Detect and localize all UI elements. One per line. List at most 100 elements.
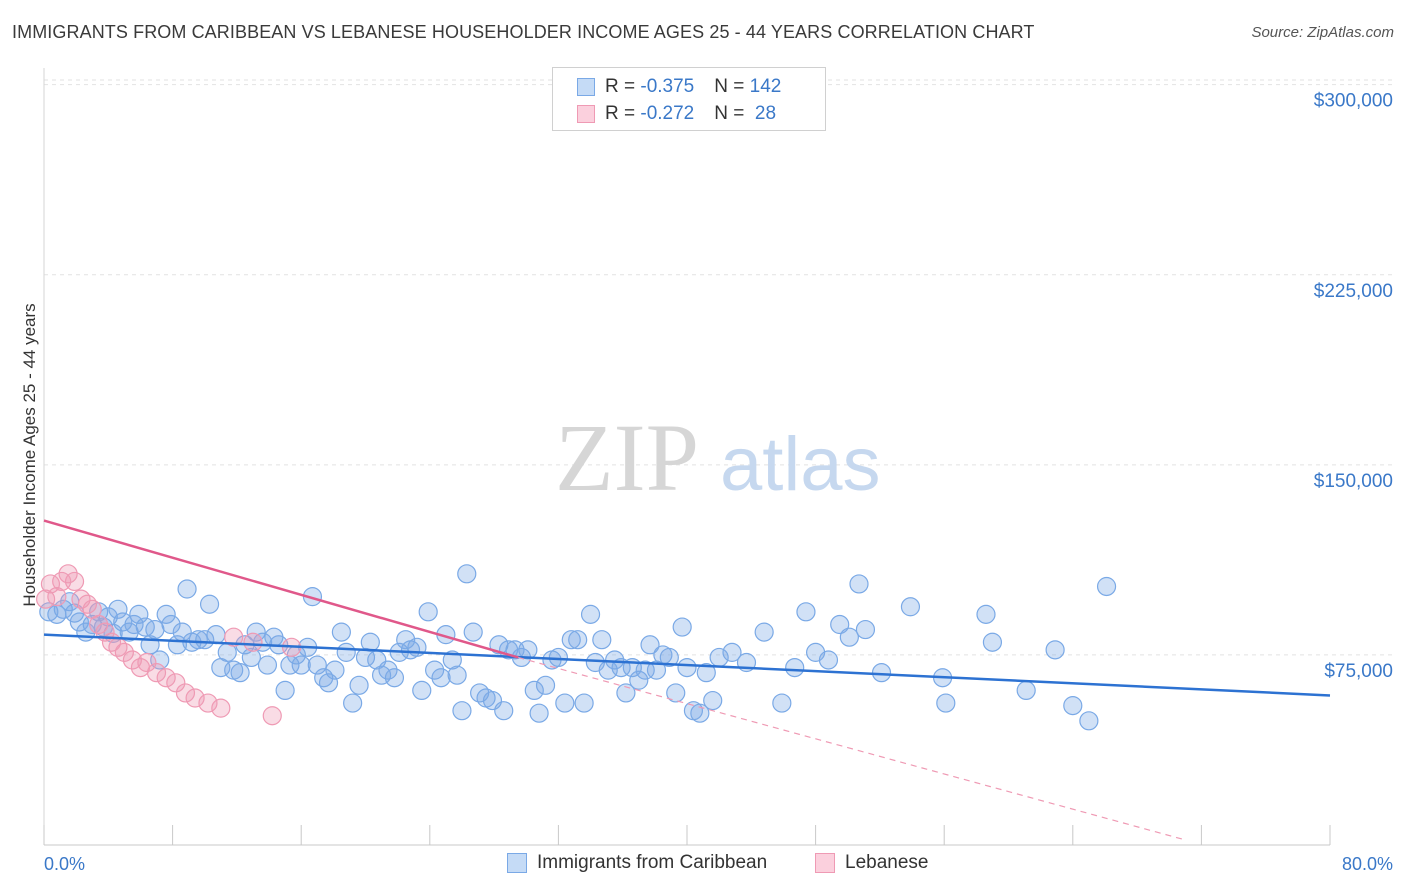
lebanese-swatch (815, 853, 835, 873)
lebanese-point (146, 663, 167, 683)
caribbean-point (535, 675, 556, 695)
caribbean-point (796, 602, 816, 622)
caribbean-point (129, 604, 149, 624)
caribbean-point (257, 655, 278, 675)
lebanese-point (137, 652, 157, 673)
caribbean-point (108, 599, 128, 619)
caribbean-point (418, 602, 438, 622)
caribbean-point (568, 630, 588, 650)
legend-row-caribbean: R = -0.375 N = 142 (577, 74, 781, 100)
caribbean-point (580, 604, 601, 624)
caribbean-point (871, 663, 892, 683)
lebanese-point (47, 587, 67, 607)
caribbean-point (849, 574, 869, 594)
caribbean-point (384, 668, 405, 688)
lebanese-point (211, 698, 231, 718)
caribbean-point (396, 630, 416, 650)
lebanese-point (185, 688, 205, 708)
source-label: Source: ZipAtlas.com (1251, 24, 1394, 41)
caribbean-point (672, 617, 692, 637)
caribbean-point (982, 632, 1003, 652)
caribbean-point (195, 630, 215, 650)
caribbean-point (1079, 711, 1099, 731)
caribbean-point (754, 622, 774, 642)
caribbean-point (592, 630, 612, 650)
legend-n-label: N = (714, 103, 750, 124)
legend-r-label: R = (605, 103, 641, 124)
x-tick-max: 80.0% (1342, 854, 1393, 874)
caribbean-swatch (507, 853, 527, 873)
caribbean-point (703, 690, 723, 711)
legend-n-label: N = (714, 76, 750, 97)
lebanese-trend-extension (518, 656, 1186, 841)
legend-r-label: R = (605, 76, 641, 97)
lebanese-points (36, 564, 302, 726)
caribbean-point (161, 614, 181, 635)
caribbean-point (412, 680, 432, 701)
caribbean-point (206, 625, 226, 645)
caribbean-point (378, 660, 398, 680)
caribbean-point (629, 670, 649, 690)
caribbean-point (291, 655, 311, 675)
watermark-atlas: atlas (720, 422, 881, 507)
caribbean-point (839, 627, 859, 647)
series-legend-lebanese[interactable]: Lebanese (815, 852, 928, 874)
caribbean-point (1045, 640, 1065, 660)
legend-swatch-caribbean (577, 78, 595, 96)
legend-swatch-lebanese (577, 105, 595, 123)
caribbean-point (677, 657, 697, 678)
axes (43, 68, 1331, 846)
lebanese-trend-line (43, 519, 519, 659)
caribbean-point (307, 655, 327, 675)
lebanese-point (262, 706, 282, 726)
caribbean-point (113, 612, 133, 632)
caribbean-point (696, 663, 716, 683)
caribbean-point (188, 630, 208, 650)
caribbean-point (124, 614, 144, 635)
y-tick-label: $225,000 (1314, 281, 1393, 302)
trend-lines (43, 519, 1331, 841)
lebanese-point (114, 642, 134, 662)
lebanese-point (122, 650, 143, 670)
caribbean-point (659, 647, 679, 668)
caribbean-point (772, 693, 792, 713)
caribbean-point (494, 701, 514, 721)
caribbean-point (349, 675, 369, 695)
y-axis-label: Householder Income Ages 25 - 44 years (20, 303, 39, 606)
lebanese-point (175, 683, 196, 703)
caribbean-label: Immigrants from Caribbean (537, 852, 768, 873)
caribbean-point (561, 630, 581, 650)
caribbean-point (457, 564, 477, 584)
chart-title: IMMIGRANTS FROM CARIBBEAN VS LEBANESE HO… (12, 22, 1035, 42)
y-tick-label: $150,000 (1314, 471, 1393, 492)
series-legend: Immigrants from Caribbean Lebanese (0, 852, 1406, 876)
caribbean-point (230, 663, 250, 683)
y-tick-label: $300,000 (1314, 91, 1393, 112)
caribbean-point (343, 693, 363, 713)
caribbean-point (325, 660, 345, 680)
caribbean-point (666, 683, 686, 703)
lebanese-point (198, 693, 218, 713)
legend-row-lebanese: R = -0.272 N = 28 (577, 101, 776, 127)
caribbean-point (1016, 680, 1036, 701)
caribbean-point (145, 619, 165, 640)
series-legend-caribbean[interactable]: Immigrants from Caribbean (507, 852, 767, 874)
caribbean-point (355, 647, 376, 668)
legend-r-value: -0.375 (640, 76, 695, 97)
caribbean-point (529, 703, 549, 723)
caribbean-point (900, 597, 921, 617)
caribbean-point (855, 619, 876, 640)
lebanese-point (243, 632, 263, 652)
caribbean-point (156, 604, 176, 624)
lebanese-point (89, 614, 109, 635)
caribbean-point (518, 640, 538, 660)
legend-n-value: 142 (749, 76, 782, 97)
lebanese-point (224, 627, 244, 647)
caribbean-point (1096, 576, 1117, 597)
caribbean-point (447, 665, 467, 685)
caribbean-point (463, 622, 483, 642)
lebanese-point (40, 574, 61, 594)
caribbean-point (635, 660, 655, 680)
caribbean-point (177, 579, 197, 599)
